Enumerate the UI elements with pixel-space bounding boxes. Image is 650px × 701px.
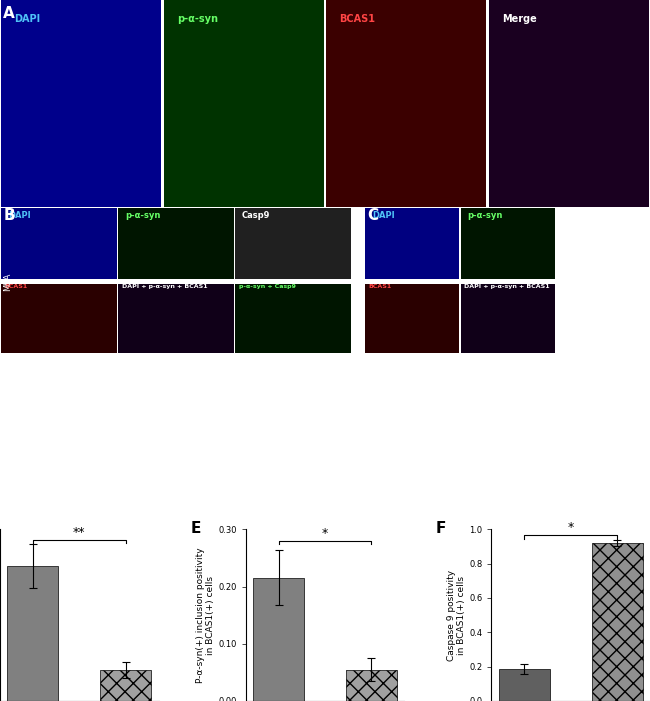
Bar [592,543,643,701]
Bar [346,669,397,701]
Text: *: * [322,527,328,540]
Text: DAPI: DAPI [372,211,395,220]
Text: DAPI: DAPI [14,15,40,25]
Text: BCAS1: BCAS1 [369,284,392,289]
Y-axis label: Caspase 9 positivity
in BCAS1(+) cells: Caspase 9 positivity in BCAS1(+) cells [447,570,467,660]
Text: Casp9: Casp9 [242,211,270,220]
Text: p-α-syn: p-α-syn [467,211,502,220]
Text: C: C [367,208,378,224]
Bar [100,670,151,701]
Text: F: F [436,521,447,536]
Y-axis label: P-α-syn(+) inclusion positivity
in BCAS1(+) cells: P-α-syn(+) inclusion positivity in BCAS1… [196,547,215,683]
FancyBboxPatch shape [1,284,117,353]
Text: p-α-syn: p-α-syn [177,15,218,25]
FancyBboxPatch shape [1,0,161,207]
FancyBboxPatch shape [118,284,234,353]
Text: **: ** [73,526,86,538]
FancyBboxPatch shape [461,208,554,279]
Text: *: * [567,522,574,534]
FancyBboxPatch shape [118,208,234,279]
Bar [7,566,58,701]
FancyBboxPatch shape [326,0,486,207]
FancyBboxPatch shape [164,0,324,207]
Text: BCAS1: BCAS1 [5,284,28,289]
Text: MSA: MSA [3,273,12,292]
Text: p-α-syn + Casp9: p-α-syn + Casp9 [239,284,296,289]
Bar [253,578,304,701]
Text: p-α-syn: p-α-syn [125,211,160,220]
FancyBboxPatch shape [1,208,117,279]
Text: DAPI + p-α-syn + BCAS1: DAPI + p-α-syn + BCAS1 [122,284,207,289]
FancyBboxPatch shape [461,284,554,353]
FancyBboxPatch shape [365,208,460,279]
FancyBboxPatch shape [489,0,649,207]
Text: B: B [3,208,15,224]
Text: PD: PD [354,276,363,288]
FancyBboxPatch shape [235,284,351,353]
FancyBboxPatch shape [365,284,460,353]
Text: Merge: Merge [502,15,536,25]
Text: DAPI + p-α-syn + BCAS1: DAPI + p-α-syn + BCAS1 [464,284,549,289]
Text: A: A [3,6,15,21]
Text: E: E [190,521,201,536]
Text: DAPI: DAPI [8,211,31,220]
Bar [499,669,550,701]
Text: BCAS1: BCAS1 [339,15,375,25]
FancyBboxPatch shape [235,208,351,279]
